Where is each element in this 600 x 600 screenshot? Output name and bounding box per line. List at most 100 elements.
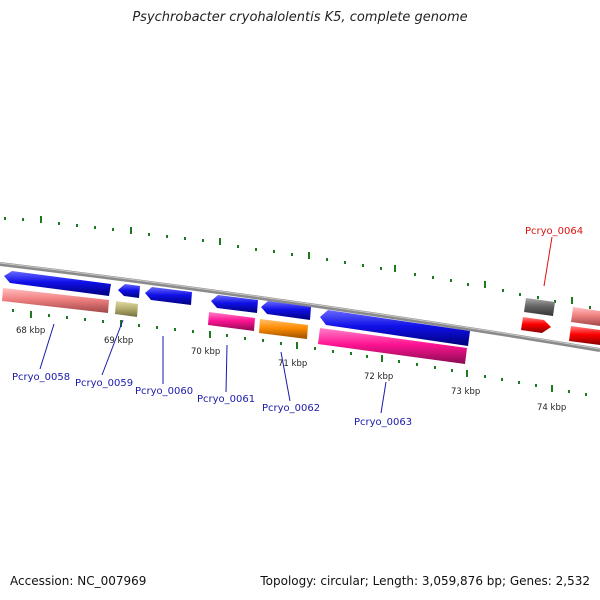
gene-label-Pcryo_0058[interactable]: Pcryo_0058: [12, 372, 70, 383]
minor-tick: [112, 228, 114, 231]
minor-tick: [450, 279, 452, 282]
rrna-Pcryo_0058[interactable]: [2, 288, 109, 313]
gene-label-Pcryo_0063[interactable]: Pcryo_0063: [354, 417, 412, 428]
leader-line-Pcryo_0061: [225, 344, 228, 393]
minor-tick: [255, 248, 257, 251]
gene-label-Pcryo_0060[interactable]: Pcryo_0060: [135, 386, 193, 397]
gene-Pcryo_0061-cds[interactable]: [211, 295, 258, 313]
gene-Pcryo_0058[interactable]: [4, 271, 111, 296]
reverse-strand-features: [2, 288, 600, 364]
inner-tick-ring: [12, 309, 587, 396]
minor-tick: [535, 384, 537, 387]
gene-Pcryo_0063-cds[interactable]: [320, 310, 470, 346]
scale-label-72kbp: 72 kbp: [364, 372, 393, 382]
major-tick: [381, 355, 383, 362]
minor-tick: [226, 334, 228, 337]
gene-labels: Pcryo_0058 Pcryo_0059 Pcryo_0060 Pcryo_0…: [12, 226, 583, 428]
minor-tick: [102, 320, 104, 323]
leader-line-Pcryo_0063: [380, 381, 387, 414]
major-tick: [120, 320, 122, 327]
minor-tick: [202, 239, 204, 242]
minor-tick: [432, 276, 434, 279]
minor-tick: [184, 237, 186, 240]
minor-tick: [467, 283, 469, 286]
minor-tick: [280, 342, 282, 345]
map-title: Psychrobacter cryohalolentis K5, complet…: [132, 10, 468, 25]
gene-Pcryo_0061[interactable]: [208, 312, 255, 331]
minor-tick: [84, 318, 86, 321]
minor-tick: [156, 326, 158, 329]
gene-Pcryo_0064-arrow[interactable]: [521, 317, 551, 333]
major-tick: [30, 311, 32, 318]
backbone-highlight: [0, 262, 600, 350]
minor-tick: [262, 339, 264, 342]
gene-label-Pcryo_0061[interactable]: Pcryo_0061: [197, 394, 255, 405]
major-tick: [551, 385, 553, 392]
leader-line-Pcryo_0058: [39, 323, 55, 370]
scale-label-73kbp: 73 kbp: [451, 387, 480, 397]
gene-label-Pcryo_0062[interactable]: Pcryo_0062: [262, 403, 320, 414]
minor-tick: [273, 250, 275, 253]
major-tick: [219, 238, 221, 245]
minor-tick: [502, 289, 504, 292]
scale-label-74kbp: 74 kbp: [537, 403, 566, 413]
minor-tick: [451, 369, 453, 372]
gene-Pcryo_0063[interactable]: [318, 328, 467, 364]
leader-line-Pcryo_0059: [101, 319, 124, 376]
minor-tick: [537, 296, 539, 299]
minor-tick: [76, 224, 78, 227]
genome-stats-label: Topology: circular; Length: 3,059,876 bp…: [260, 574, 590, 588]
minor-tick: [326, 258, 328, 261]
minor-tick: [12, 309, 14, 312]
gene-Pcryo_0062[interactable]: [259, 319, 308, 339]
label-leader-lines: [39, 236, 553, 414]
minor-tick: [48, 314, 50, 317]
minor-tick: [344, 261, 346, 264]
minor-tick: [434, 366, 436, 369]
major-tick: [40, 216, 42, 223]
minor-tick: [554, 300, 556, 303]
minor-tick: [585, 393, 587, 396]
minor-tick: [501, 378, 503, 381]
minor-tick: [589, 306, 591, 309]
minor-tick: [518, 381, 520, 384]
minor-tick: [362, 264, 364, 267]
feature-offscreen-right[interactable]: [571, 307, 600, 326]
major-tick: [308, 252, 310, 259]
major-tick: [484, 281, 486, 288]
gene-label-Pcryo_0059[interactable]: Pcryo_0059: [75, 378, 133, 389]
minor-tick: [416, 363, 418, 366]
gene-Pcryo_0064[interactable]: [524, 298, 555, 316]
leader-line-Pcryo_0064: [543, 236, 553, 287]
minor-tick: [166, 235, 168, 238]
leader-line-Pcryo_0062: [280, 351, 291, 402]
gene-Pcryo_0062-cds[interactable]: [261, 301, 311, 320]
scale-label-70kbp: 70 kbp: [191, 347, 220, 357]
scale-label-69kbp: 69 kbp: [104, 336, 133, 346]
minor-tick: [237, 245, 239, 248]
red-feature-offscreen-right[interactable]: [569, 326, 600, 345]
gene-label-Pcryo_0064[interactable]: Pcryo_0064: [525, 226, 583, 237]
major-tick: [394, 265, 396, 272]
minor-tick: [22, 218, 24, 221]
gene-Pcryo_0060[interactable]: [145, 287, 192, 305]
minor-tick: [314, 347, 316, 350]
minor-tick: [568, 390, 570, 393]
minor-tick: [174, 328, 176, 331]
minor-tick: [192, 330, 194, 333]
gene-Pcryo_0059[interactable]: [115, 301, 138, 317]
major-tick: [130, 227, 132, 234]
minor-tick: [94, 226, 96, 229]
genome-backbone: [0, 262, 600, 352]
minor-tick: [66, 316, 68, 319]
minor-tick: [414, 273, 416, 276]
outer-tick-ring: [4, 216, 591, 309]
minor-tick: [291, 253, 293, 256]
minor-tick: [58, 222, 60, 225]
major-tick: [209, 331, 211, 338]
gene-Pcryo_0059-cds[interactable]: [118, 284, 140, 298]
minor-tick: [380, 267, 382, 270]
minor-tick: [138, 324, 140, 327]
minor-tick: [350, 352, 352, 355]
